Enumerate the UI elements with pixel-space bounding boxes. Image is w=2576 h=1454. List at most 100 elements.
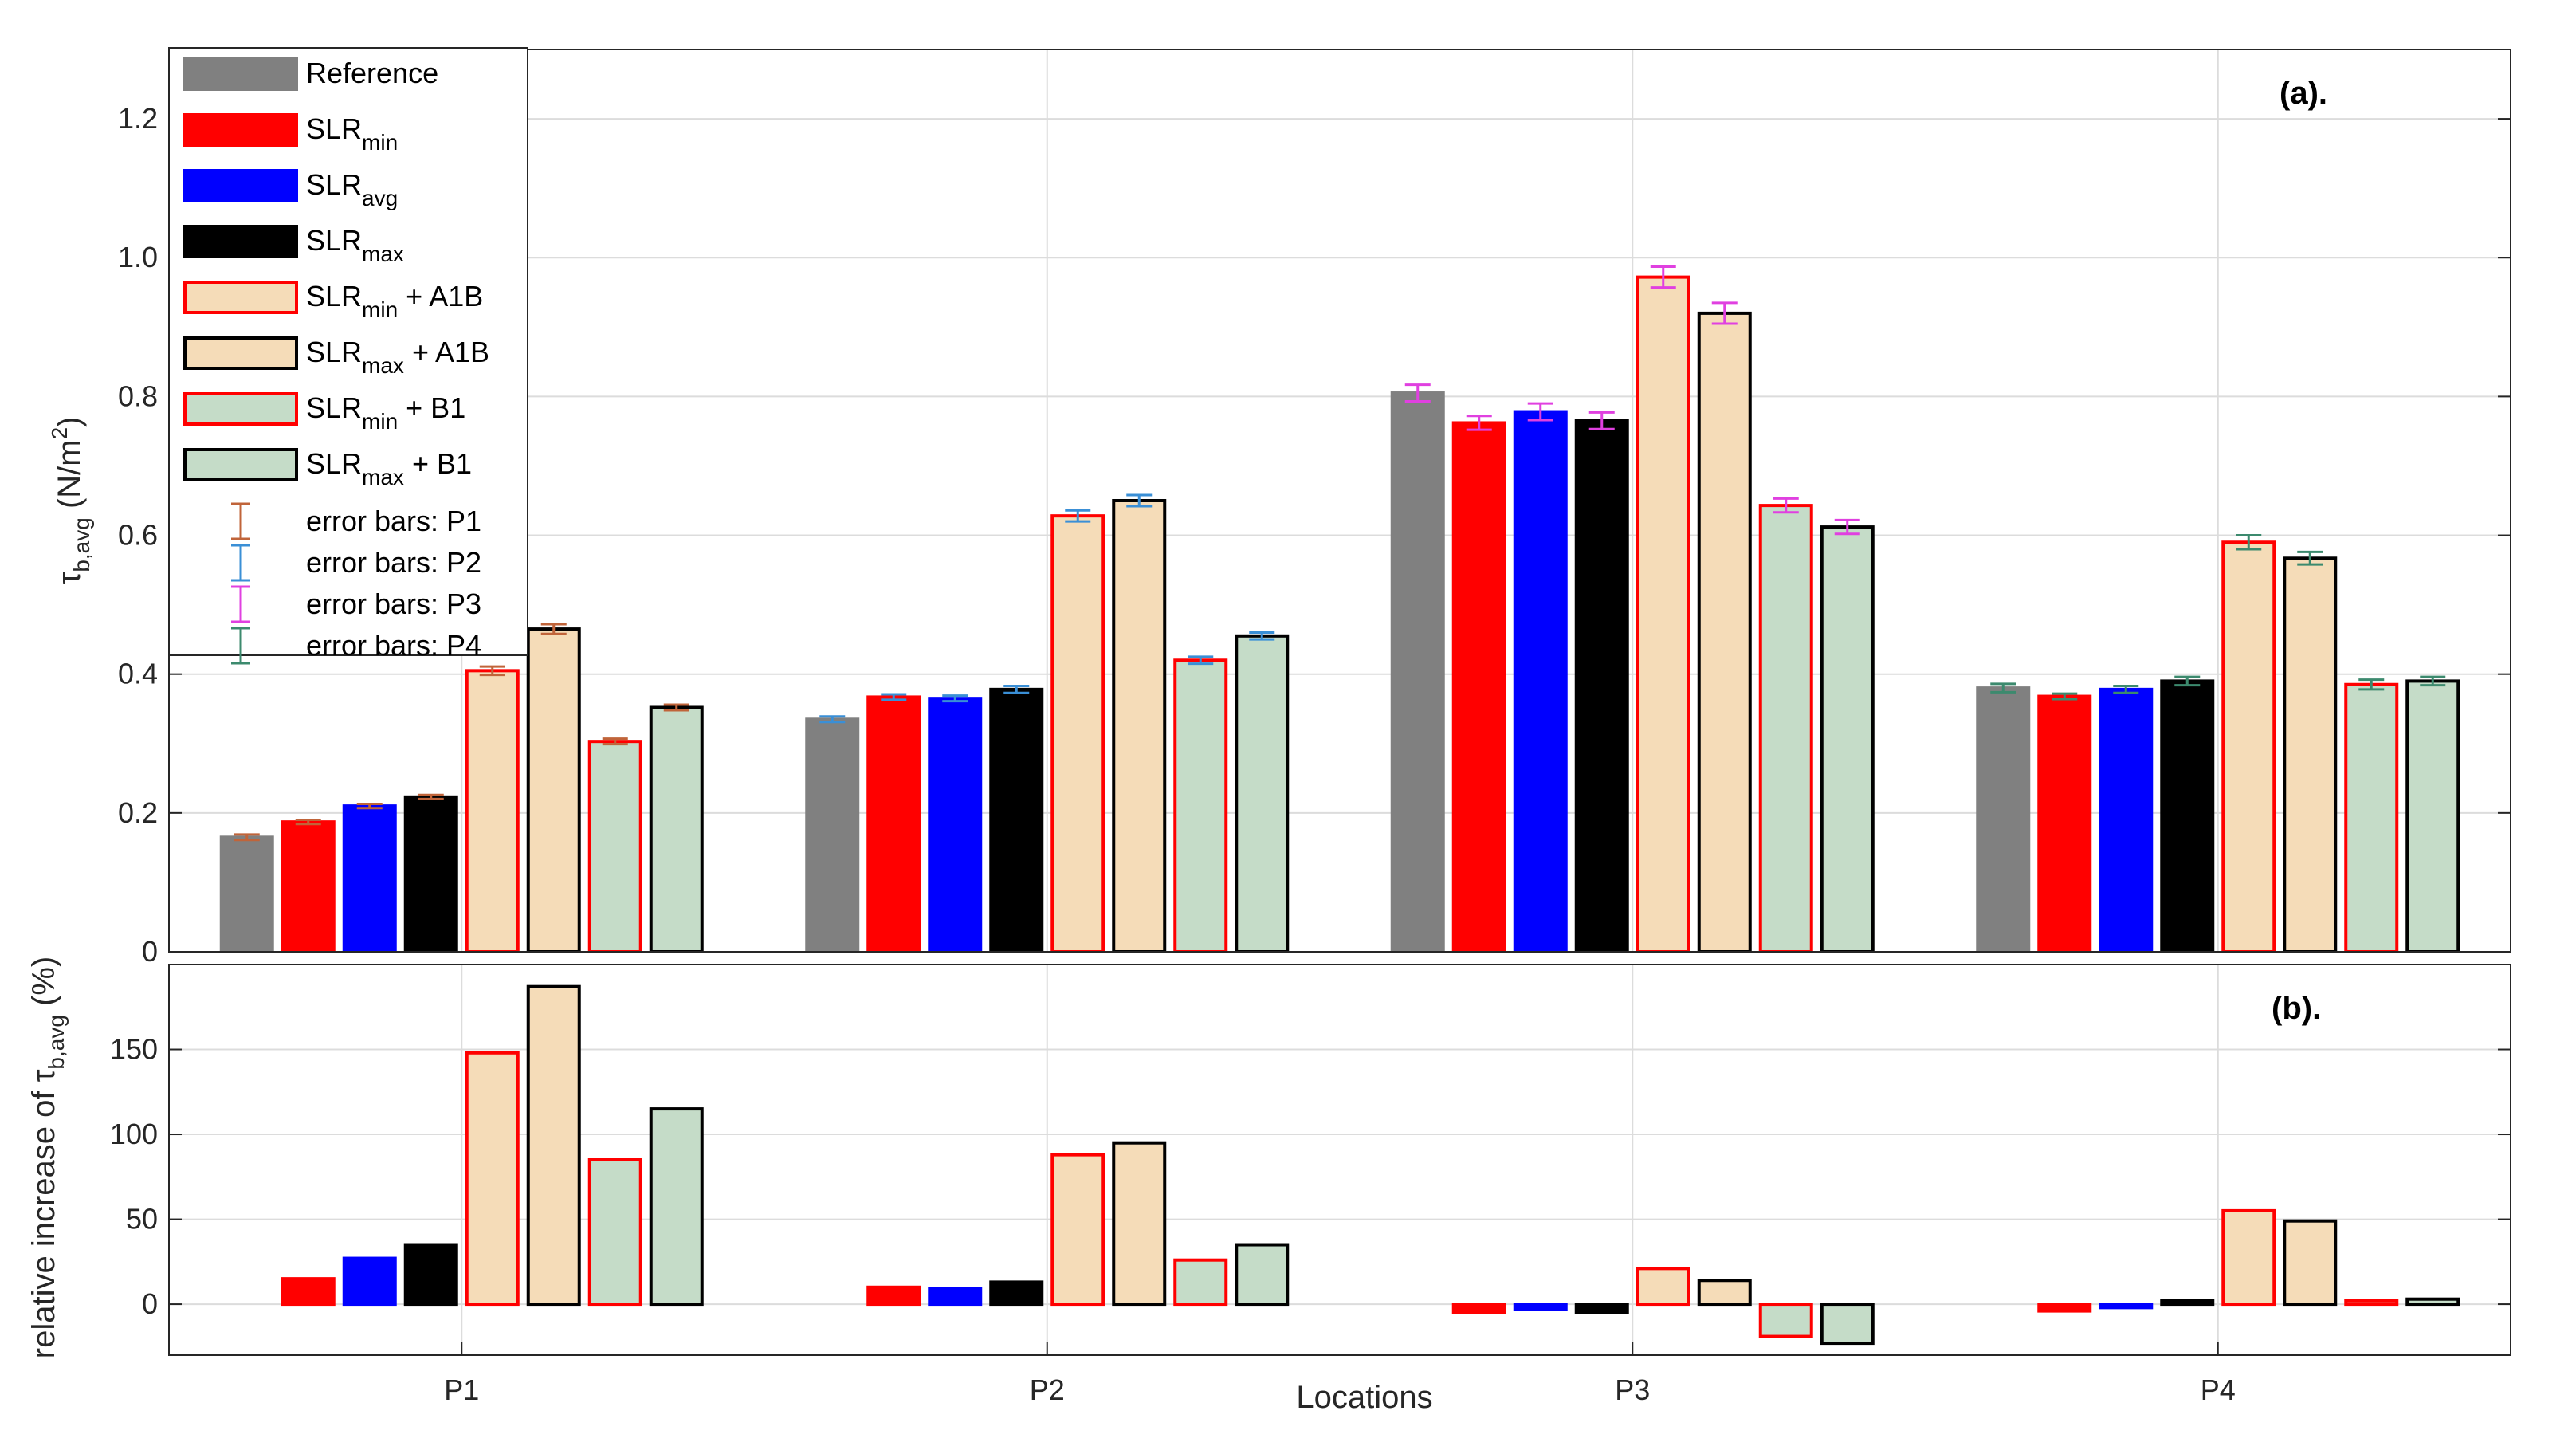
- legend-label-main: SLR: [306, 336, 362, 368]
- legend-label-main: SLR: [306, 224, 362, 257]
- legend-label-main: SLR: [306, 168, 362, 201]
- legend-label-main: SLR: [306, 112, 362, 145]
- legend-label-sub: max: [362, 242, 404, 266]
- bar-slravg-P4: [2099, 1303, 2154, 1310]
- panel-b-ylabel-main: relative increase of τ: [26, 1069, 61, 1358]
- bar-slravg-P3: [1513, 410, 1568, 953]
- y-tick-label: 100: [110, 1118, 158, 1150]
- bar-slrmax_a1b-P2: [1112, 499, 1167, 953]
- bar-slrmax-P1: [403, 1243, 458, 1307]
- y-tick-label: 0.8: [118, 379, 158, 412]
- legend-label-suffix: + B1: [398, 391, 465, 424]
- y-tick-label: 0.4: [118, 658, 158, 690]
- bar-ref-P4: [1976, 686, 2031, 953]
- legend-label-ref: Reference: [306, 57, 438, 89]
- bar-slrmin_b1-P1: [587, 1158, 642, 1307]
- panel-b-y-ticks: 0 50 100 150: [110, 1033, 2511, 1320]
- panel-b-axes-background: [169, 965, 2511, 1355]
- panel-a-label: (a).: [2280, 76, 2327, 111]
- bar-slrmin-P1: [281, 1277, 336, 1307]
- bar-slrmax_b1-P4: [2405, 679, 2460, 954]
- y-tick-label: 0.2: [118, 796, 158, 829]
- y-tick-label: 0: [142, 935, 158, 968]
- legend-swatch-slrmin_a1b: [183, 281, 298, 314]
- legend-label-suffix: + A1B: [398, 280, 483, 312]
- y-tick-label: 0.6: [118, 519, 158, 552]
- legend-label-slravg: SLRavg: [306, 168, 398, 210]
- bar-slrmin_a1b-P4: [2221, 1208, 2276, 1307]
- bar-slravg-P1: [342, 1256, 397, 1307]
- bar-slrmax_b1-P1: [649, 705, 704, 954]
- bar-slrmin_a1b-P3: [1636, 1267, 1690, 1307]
- panel-b-y-axis-label: relative increase of τb,avg (%): [26, 957, 69, 1358]
- bar-slrmax_b1-P4: [2405, 1297, 2460, 1307]
- bar-slrmin_a1b-P1: [465, 1051, 520, 1307]
- y-tick-label: 0: [142, 1287, 158, 1320]
- legend-label-main: SLR: [306, 391, 362, 424]
- bar-slrmax_a1b-P1: [526, 627, 581, 953]
- bar-slrmin_b1-P3: [1758, 504, 1813, 953]
- x-tick-label-P4: P4: [2201, 1373, 2236, 1406]
- bar-slrmin-P4: [2037, 1303, 2092, 1313]
- bar-slrmin_b1-P4: [2344, 1299, 2399, 1307]
- legend-label-main: SLR: [306, 447, 362, 480]
- bar-slrmin_b1-P2: [1173, 658, 1228, 953]
- panel-a-error-bars: [234, 265, 2446, 842]
- legend-error-label: error bars: P2: [306, 546, 481, 579]
- bar-slravg-P1: [342, 804, 397, 954]
- bar-slrmin_a1b-P2: [1050, 1153, 1105, 1307]
- bar-slrmax_b1-P3: [1820, 1303, 1875, 1346]
- bar-slrmin_a1b-P2: [1050, 514, 1105, 953]
- legend-swatch-slravg: [183, 169, 298, 202]
- bar-slravg-P3: [1513, 1303, 1568, 1311]
- legend-label-slrmax_a1b: SLRmax + A1B: [306, 336, 489, 378]
- bar-slrmin-P2: [866, 695, 921, 953]
- panel-a-ylabel-main: τ: [52, 572, 87, 584]
- panel-a-ylabel-close: ): [52, 417, 87, 427]
- bar-slrmin_b1-P3: [1758, 1303, 1813, 1338]
- panel-b-bars: [281, 984, 2460, 1346]
- bar-slrmax_b1-P2: [1235, 1243, 1290, 1307]
- legend-swatch-slrmin_b1: [183, 392, 298, 426]
- bar-slravg-P4: [2099, 687, 2154, 953]
- bar-slrmax_a1b-P2: [1112, 1141, 1167, 1307]
- bar-slrmax_b1-P1: [649, 1107, 704, 1307]
- panel-b-label: (b).: [2272, 991, 2321, 1026]
- legend-label-sub: max: [362, 353, 404, 378]
- bar-slrmax_a1b-P1: [526, 984, 581, 1307]
- legend-swatch-slrmax_b1: [183, 448, 298, 481]
- bar-slrmin-P3: [1451, 1303, 1506, 1314]
- x-tick-label-P1: P1: [444, 1373, 479, 1406]
- panel-b-ylabel-unit: (%): [26, 957, 61, 1015]
- x-tick-label-P3: P3: [1615, 1373, 1650, 1406]
- legend-label-sub: min: [362, 297, 398, 322]
- panel-b-ylabel-sub: b,avg: [44, 1015, 69, 1070]
- legend-label-slrmin_b1: SLRmin + B1: [306, 391, 465, 434]
- panel-b-x-axis-label: Locations: [1296, 1380, 1432, 1415]
- panel-a-ylabel-unit-sup: 2: [47, 427, 72, 440]
- panel-b-x-ticks: P1 P2 P3 P4: [444, 1342, 2236, 1406]
- bar-slrmax_a1b-P3: [1697, 311, 1752, 953]
- bar-slrmin_b1-P2: [1173, 1258, 1228, 1307]
- bar-slrmax_b1-P2: [1235, 634, 1290, 953]
- legend-label-sub: min: [362, 409, 398, 434]
- bar-slrmax_b1-P3: [1820, 525, 1875, 953]
- legend-label-slrmin_a1b: SLRmin + A1B: [306, 280, 483, 322]
- panel-a-ylabel-unit: (N/m: [52, 439, 87, 517]
- bar-slrmin-P2: [866, 1285, 921, 1307]
- bar-slrmax-P4: [2160, 1299, 2215, 1307]
- bar-slrmin_a1b-P4: [2221, 540, 2276, 953]
- legend-swatch-slrmin: [183, 113, 298, 147]
- legend-error-label: error bars: P3: [306, 587, 481, 620]
- bar-slravg-P2: [928, 697, 983, 954]
- bar-slrmax_a1b-P4: [2283, 1219, 2338, 1307]
- bar-slrmin-P4: [2037, 694, 2092, 954]
- bar-slravg-P2: [928, 1287, 983, 1307]
- bar-slrmax-P2: [989, 1280, 1044, 1307]
- bar-ref-P1: [219, 835, 274, 954]
- legend-label-main: Reference: [306, 57, 438, 89]
- panel-b: 0 50 100 150 P1 P2 P3 P4 (b). relative increas…: [26, 957, 2511, 1415]
- bar-ref-P2: [805, 717, 860, 953]
